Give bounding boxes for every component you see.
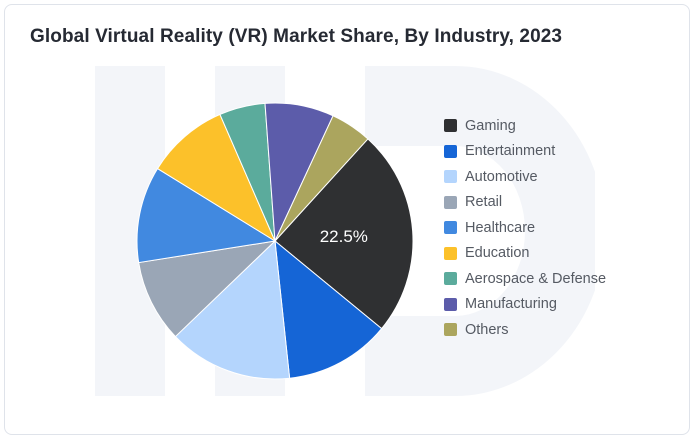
- legend-item: Others: [444, 317, 606, 343]
- legend-swatch: [444, 246, 457, 260]
- legend-label: Aerospace & Defense: [465, 270, 607, 287]
- legend-item: Manufacturing: [444, 292, 606, 318]
- legend-label: Retail: [465, 194, 503, 211]
- legend: Gaming Entertainment Automotive Retail Healt…: [444, 113, 606, 343]
- legend-item: Automotive: [444, 164, 606, 190]
- legend-swatch: [444, 119, 457, 133]
- legend-label: Healthcare: [465, 219, 536, 236]
- legend-swatch: [444, 195, 457, 209]
- pie-slice-healthcare: [136, 167, 277, 264]
- pie-slice-automotive: [174, 239, 291, 380]
- pie-slice-others: [274, 115, 369, 242]
- legend-item: Education: [444, 241, 606, 267]
- pie-slice-education: [156, 113, 277, 243]
- legend-item: Aerospace & Defense: [444, 266, 606, 292]
- chart-title: Global Virtual Reality (VR) Market Share…: [30, 26, 563, 47]
- legend-item: Healthcare: [444, 215, 606, 241]
- legend-item: Entertainment: [444, 139, 606, 165]
- legend-label: Entertainment: [465, 143, 556, 160]
- legend-swatch: [444, 221, 457, 235]
- legend-label: Gaming: [465, 117, 516, 134]
- slice-value-label: 22.5%: [320, 227, 368, 246]
- legend-label: Others: [465, 321, 509, 338]
- legend-label: Automotive: [465, 168, 538, 185]
- legend-item: Gaming: [444, 113, 606, 139]
- pie-slice-entertainment: [274, 239, 383, 379]
- legend-swatch: [444, 297, 457, 311]
- legend-label: Manufacturing: [465, 296, 557, 313]
- legend-swatch: [444, 323, 457, 337]
- legend-swatch: [444, 144, 457, 158]
- legend-swatch: [444, 170, 457, 184]
- legend-item: Retail: [444, 190, 606, 216]
- pie-slice-gaming: [274, 138, 414, 330]
- pie-chart: 22.5%: [136, 102, 414, 380]
- legend-label: Education: [465, 245, 530, 262]
- pie-slice-retail: [138, 240, 277, 338]
- legend-swatch: [444, 272, 457, 286]
